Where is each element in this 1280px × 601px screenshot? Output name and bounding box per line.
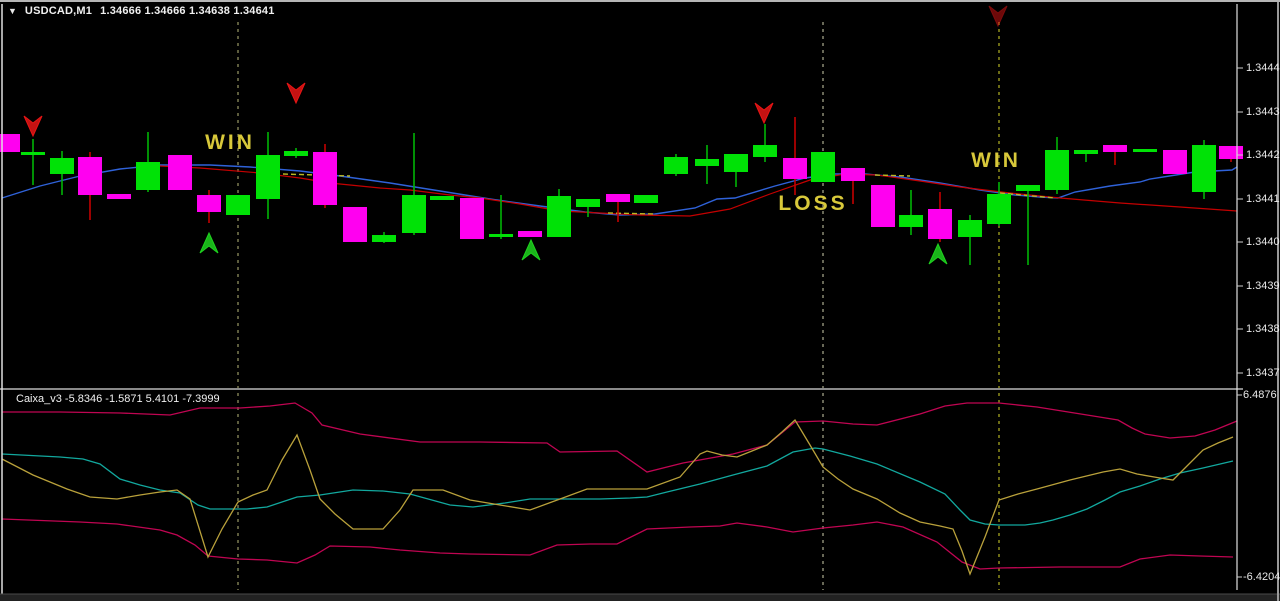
candle-body-bear (0, 134, 20, 152)
trade-result-label-win: WIN (205, 131, 255, 154)
chevron-down-icon[interactable]: ▼ (8, 5, 17, 16)
price-axis-label: 1.34395 (1246, 280, 1280, 292)
candle-body-bull (695, 159, 719, 166)
candle-body-bull (987, 194, 1011, 224)
price-axis-label: 1.34405 (1246, 236, 1280, 248)
ma-blue-line (1, 164, 1238, 216)
price-axis-label: 1.34375 (1246, 367, 1280, 379)
price-axis-label: 1.34445 (1246, 62, 1280, 74)
candle-body-bull (634, 195, 658, 203)
candle-body-bull (811, 152, 835, 182)
price-axis-label: 1.34385 (1246, 323, 1280, 335)
candle-body-bear (197, 195, 221, 212)
candle-body-bear (168, 155, 192, 190)
candle-body-bull (724, 154, 748, 172)
buy-arrow-icon (928, 242, 948, 265)
candle-body-bear (518, 231, 542, 237)
trade-result-label-win: WIN (971, 149, 1021, 172)
sell-arrow-icon (754, 102, 774, 125)
candle-body-bull (489, 234, 513, 237)
candle-body-bull (430, 196, 454, 200)
candle-body-bear (313, 152, 337, 205)
oscillator-yellow-line (1, 418, 1234, 576)
chart-header: ▼ USDCAD,M1 1.34666 1.34666 1.34638 1.34… (8, 5, 275, 17)
candle-body-bear (606, 194, 630, 202)
trade-result-label-loss: LOSS (778, 192, 848, 215)
candle-body-bear (343, 207, 367, 242)
price-axis-label: 1.34425 (1246, 149, 1280, 161)
ma-red-line (139, 164, 1238, 217)
candle-body-bull (547, 196, 571, 237)
candle-body-bull (1045, 150, 1069, 190)
sell-arrow-icon (286, 82, 306, 105)
candle-body-bear (928, 209, 952, 239)
price-axis-label: 1.34435 (1246, 106, 1280, 118)
indicator-axis-label: -6.4204 (1243, 571, 1280, 583)
window-bottom-edge (0, 594, 1280, 601)
candle-body-bull (402, 195, 426, 233)
candle-body-bull (1074, 150, 1098, 154)
candle-body-bear (783, 158, 807, 179)
oscillator-upper-band (2, 402, 1238, 473)
ma-yellow-segment (874, 174, 911, 177)
candle-body-bull (372, 235, 396, 242)
candle-body-bull (958, 220, 982, 237)
candle-body-bear (107, 194, 131, 199)
oscillator-cyan-line (1, 447, 1234, 526)
candle-body-bull (1192, 145, 1216, 192)
candle-body-bull (899, 215, 923, 227)
candle-body-bull (284, 151, 308, 156)
candle-body-bear (841, 168, 865, 181)
indicator-axis-label: 6.4876 (1243, 389, 1277, 401)
price-axis-label: 1.34415 (1246, 193, 1280, 205)
candle-body-bear (1163, 150, 1187, 174)
candle-body-bear (1103, 145, 1127, 152)
candle-body-bull (21, 152, 45, 155)
candle-body-bull (136, 162, 160, 190)
candle-body-bull (1133, 149, 1157, 152)
sell-arrow-icon (988, 5, 1008, 28)
candle-body-bull (256, 155, 280, 199)
candle-body-bear (78, 157, 102, 195)
candle-body-bear (1219, 146, 1243, 159)
candle-body-bear (460, 198, 484, 239)
candle-body-bull (1016, 185, 1040, 191)
candle-body-bull (226, 195, 250, 215)
candle-body-bull (753, 145, 777, 157)
oscillator-lower-band (1, 518, 1234, 570)
buy-arrow-icon (199, 231, 219, 254)
sell-arrow-icon (23, 115, 43, 138)
candle-body-bear (871, 185, 895, 227)
buy-arrow-icon (521, 238, 541, 261)
indicator-title: Caixa_v3 -5.8346 -1.5871 5.4101 -7.3999 (16, 393, 220, 405)
candle-body-bull (50, 158, 74, 174)
candle-body-bull (664, 157, 688, 174)
ohlc-quotes-label: 1.34666 1.34666 1.34638 1.34641 (100, 5, 275, 17)
candle-body-bull (576, 199, 600, 207)
symbol-timeframe-label: USDCAD,M1 (24, 5, 93, 17)
